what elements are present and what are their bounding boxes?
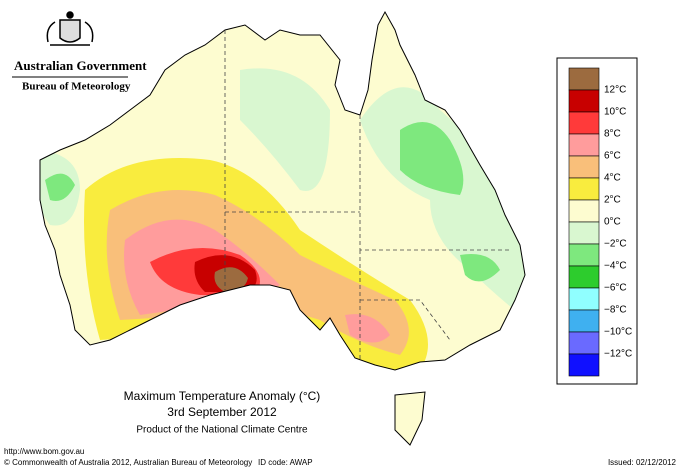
legend-swatch <box>568 287 600 311</box>
footer-copyright: © Commonwealth of Australia 2012, Austra… <box>4 458 252 467</box>
legend-swatch <box>568 353 600 377</box>
legend-swatch <box>568 243 600 267</box>
legend-label: 0°C <box>604 217 621 228</box>
legend-swatch <box>568 67 600 91</box>
legend-label: 4°C <box>604 173 621 184</box>
legend-swatch <box>568 89 600 113</box>
legend-swatch <box>568 199 600 223</box>
legend-swatch <box>568 111 600 135</box>
region <box>400 122 464 195</box>
legend-label: −8°C <box>604 305 627 316</box>
legend-label: −4°C <box>604 261 627 272</box>
state-borders <box>224 30 510 362</box>
legend-swatch <box>568 155 600 179</box>
legend-label: −10°C <box>604 327 632 338</box>
region <box>345 314 390 343</box>
legend-label: 10°C <box>604 107 626 118</box>
legend-label: −12°C <box>604 349 632 360</box>
map-title: Maximum Temperature Anomaly (°C) <box>124 389 321 403</box>
legend-label: 8°C <box>604 129 621 140</box>
map-date: 3rd September 2012 <box>167 405 277 419</box>
footer-issued: Issued: 02/12/2012 <box>608 458 677 467</box>
legend-label: 6°C <box>604 151 621 162</box>
region <box>214 267 248 292</box>
legend-swatch <box>568 177 600 201</box>
legend-swatch <box>568 331 600 355</box>
region <box>460 254 500 282</box>
footer-url: http://www.bom.gov.au <box>4 447 84 456</box>
legend: 12°C 10°C 8°C 6°C 4°C 2°C 0°C −2°C −4°C −6°C −8°C −… <box>568 67 632 377</box>
legend-swatch <box>568 221 600 245</box>
legend-label: 2°C <box>604 195 621 206</box>
region <box>45 173 75 201</box>
region <box>240 68 330 191</box>
map-credit: Product of the National Climate Centre <box>136 425 308 436</box>
legend-label: −2°C <box>604 239 627 250</box>
legend-label: −6°C <box>604 283 627 294</box>
legend-swatch <box>568 133 600 157</box>
agency: Australian Government <box>14 58 147 73</box>
crest <box>46 11 94 46</box>
legend-swatch <box>568 309 600 333</box>
bureau: Bureau of Meteorology <box>22 81 131 93</box>
legend-label: 12°C <box>604 85 626 96</box>
tasmania <box>394 391 426 446</box>
footer-id: ID code: AWAP <box>258 458 313 467</box>
legend-swatch <box>568 265 600 289</box>
